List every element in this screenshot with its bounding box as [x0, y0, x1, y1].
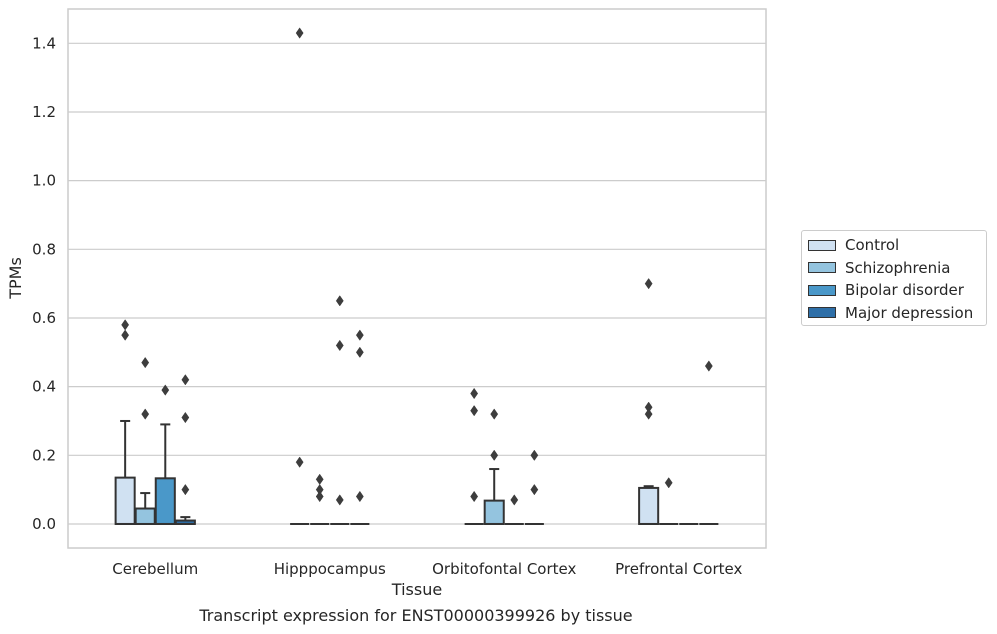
- outlier-point: [181, 411, 190, 424]
- outlier-point: [335, 339, 344, 352]
- outlier-point: [510, 494, 519, 506]
- legend-label-bipolar: Bipolar disorder: [845, 281, 964, 300]
- outlier-point: [664, 477, 673, 489]
- legend-item-bipolar: Bipolar disorder: [808, 279, 980, 302]
- outlier-point: [295, 27, 304, 39]
- outlier-point: [295, 456, 304, 468]
- box: [483, 499, 505, 525]
- legend-label-schizophrenia: Schizophrenia: [845, 258, 951, 277]
- legend: Control Schizophrenia Bipolar disorder M…: [801, 230, 987, 326]
- outlier-point: [490, 408, 499, 420]
- outlier-point: [704, 360, 713, 372]
- chart-caption: Transcript expression for ENST0000039992…: [199, 606, 633, 625]
- outlier-point: [315, 490, 324, 503]
- y-tick-label: 0.8: [32, 240, 56, 258]
- outlier-point: [181, 374, 190, 386]
- legend-swatch-major-depression: [808, 307, 836, 319]
- y-axis-label: TPMs: [6, 257, 25, 300]
- legend-label-major-depression: Major depression: [845, 303, 974, 322]
- legend-swatch-control: [808, 239, 836, 251]
- legend-label-control: Control: [845, 236, 900, 255]
- outlier-point: [470, 387, 479, 400]
- y-tick-label: 0.2: [32, 446, 56, 464]
- y-tick-label: 0.6: [32, 309, 56, 327]
- legend-item-schizophrenia: Schizophrenia: [808, 257, 980, 280]
- outlier-point: [644, 278, 653, 290]
- outlier-point: [121, 329, 130, 341]
- outlier-point: [141, 408, 150, 420]
- outlier-point: [181, 483, 190, 496]
- outlier-point: [470, 405, 479, 417]
- outlier-point: [530, 449, 539, 461]
- outlier-point: [335, 295, 344, 307]
- grid-lines: [68, 42, 766, 525]
- box: [638, 486, 660, 525]
- outlier-point: [470, 490, 479, 503]
- x-axis-label: Tissue: [391, 580, 442, 599]
- legend-item-control: Control: [808, 234, 980, 257]
- outlier-point: [490, 449, 499, 461]
- axes: 0.0 0.2 0.4 0.6 0.8 1.0 1.2 1.4 Cerebellum Hipppo…: [32, 8, 767, 578]
- outlier-point: [355, 490, 364, 503]
- x-tick-label: Prefrontal Cortex: [615, 560, 742, 578]
- outlier-point: [141, 356, 150, 369]
- plot-frame: [67, 8, 767, 549]
- outlier-point: [315, 473, 324, 485]
- boxes: [114, 419, 719, 525]
- y-tick-label: 1.4: [32, 34, 56, 52]
- y-tick-label: 0.4: [32, 378, 56, 396]
- outlier-point: [644, 408, 653, 420]
- box: [154, 477, 176, 525]
- y-tick-label: 0.0: [32, 515, 56, 533]
- legend-swatch-schizophrenia: [808, 262, 836, 274]
- outliers: [121, 27, 713, 506]
- box: [114, 476, 136, 525]
- legend-swatch-bipolar: [808, 284, 836, 296]
- outlier-point: [355, 346, 364, 358]
- x-tick-label: Cerebellum: [112, 560, 198, 578]
- legend-item-major-depression: Major depression: [808, 302, 980, 325]
- outlier-point: [335, 494, 344, 506]
- x-tick-label: Hipppocampus: [274, 560, 386, 578]
- outlier-point: [121, 319, 130, 331]
- outlier-point: [355, 329, 364, 341]
- x-tick-label: Orbitofontal Cortex: [432, 560, 576, 578]
- outlier-point: [530, 483, 539, 496]
- y-tick-label: 1.2: [32, 103, 56, 121]
- box: [134, 507, 156, 525]
- y-tick-label: 1.0: [32, 172, 56, 190]
- outlier-point: [161, 384, 170, 396]
